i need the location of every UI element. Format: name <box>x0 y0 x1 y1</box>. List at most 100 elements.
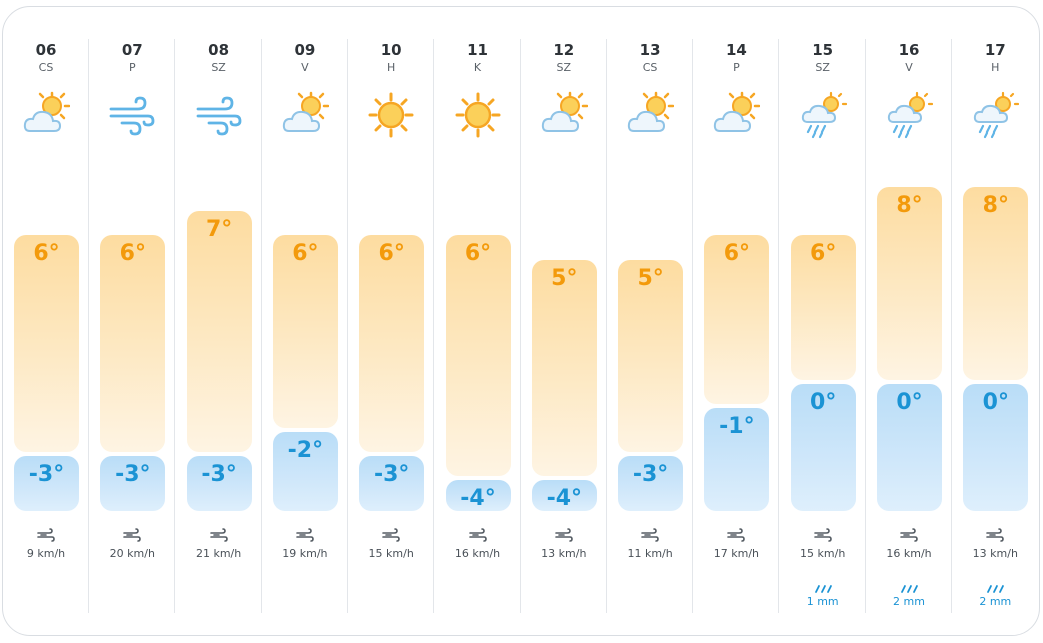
column-divider <box>433 39 435 613</box>
day-weekday: V <box>301 61 309 74</box>
max-temp-label: 6° <box>378 241 405 267</box>
day-column[interactable]: 10 H 6° -3° 15 km/h <box>348 39 435 613</box>
wind-speed: 9 km/h <box>26 547 66 560</box>
min-temp-label: -3° <box>373 462 410 488</box>
partly-cloudy-sun-icon <box>626 91 675 139</box>
max-temp-label: 5° <box>551 265 578 291</box>
wind-icon <box>986 527 1005 542</box>
day-column[interactable]: 12 SZ 5° -4° 13 km/h <box>521 39 607 613</box>
min-temp-bar: -3° <box>186 456 252 511</box>
min-temp-label: -3° <box>632 462 669 488</box>
wind-speed: 17 km/h <box>713 547 760 560</box>
max-temp-bar: 6° <box>359 235 425 453</box>
min-temp-label: 0° <box>982 389 1009 415</box>
max-temp-bar: 5° <box>618 259 684 453</box>
max-temp-bar: 6° <box>445 235 511 477</box>
max-temp-label: 6° <box>464 241 492 267</box>
partly-cloudy-sun-icon <box>22 91 71 139</box>
wind-speed: 15 km/h <box>800 547 846 560</box>
min-temp-label: -4° <box>460 486 496 512</box>
column-divider <box>174 39 176 613</box>
min-temp-label: -2° <box>287 438 324 463</box>
rain-icon <box>813 579 833 593</box>
day-weekday: V <box>905 61 913 74</box>
max-temp-bar: 8° <box>963 187 1029 380</box>
min-temp-bar: -3° <box>14 456 79 511</box>
wind-speed: 13 km/h <box>541 547 587 560</box>
column-divider <box>88 39 89 613</box>
forecast-card: 06 CS 6° -3° 9 km/h 07 P <box>2 6 1040 636</box>
day-weekday: P <box>733 61 740 74</box>
day-column[interactable]: 16 V 8° 0° 16 km/h 2 mm <box>866 39 952 613</box>
column-divider <box>260 39 262 613</box>
day-column[interactable]: 13 CS 5° -3° 11 km/h <box>607 39 694 613</box>
day-date: 16 <box>898 41 920 59</box>
column-divider <box>951 39 952 613</box>
max-temp-label: 6° <box>723 241 751 267</box>
wind-icon <box>813 527 832 542</box>
column-divider <box>692 39 694 613</box>
wind-speed: 21 km/h <box>195 547 242 560</box>
day-column[interactable]: 11 K 6° -4° 16 km/h <box>435 39 521 613</box>
day-column[interactable]: 08 SZ 7° -3° 21 km/h <box>176 39 262 613</box>
column-divider <box>346 39 348 613</box>
precipitation-amount: 2 mm <box>979 595 1012 608</box>
wind-icon <box>37 527 55 542</box>
day-column[interactable]: 15 SZ 6° 0° 15 km/h 1 mm <box>780 39 866 613</box>
day-date: 09 <box>294 41 316 59</box>
day-date: 14 <box>725 41 747 59</box>
min-temp-bar: 0° <box>790 383 856 511</box>
day-date: 08 <box>208 41 230 59</box>
day-weekday: CS <box>642 61 658 74</box>
partly-cloudy-sun-icon <box>281 91 330 139</box>
max-temp-bar: 6° <box>790 235 856 380</box>
sun-icon <box>454 91 502 139</box>
max-temp-bar: 7° <box>186 211 252 453</box>
day-weekday: H <box>387 61 396 74</box>
partly-cloudy-sun-icon <box>540 91 589 139</box>
min-temp-bar: 0° <box>963 383 1029 511</box>
day-date: 15 <box>812 41 834 59</box>
max-temp-label: 7° <box>205 217 233 243</box>
day-weekday: CS <box>38 61 54 74</box>
precipitation-amount: 2 mm <box>893 595 925 608</box>
wind-icon <box>382 527 400 542</box>
column-divider <box>864 39 866 613</box>
rain-icon <box>899 579 919 593</box>
day-date: 17 <box>984 41 1006 59</box>
max-temp-bar: 6° <box>272 235 338 428</box>
day-date: 12 <box>553 41 575 59</box>
column-divider <box>519 39 521 613</box>
max-temp-label: 5° <box>637 265 664 291</box>
wind-icon <box>195 91 243 139</box>
day-column[interactable]: 17 H 8° 0° 13 km/h 2 mm <box>952 39 1038 613</box>
wind-icon <box>209 527 228 542</box>
day-column[interactable]: 14 P 6° -1° 17 km/h <box>693 39 780 613</box>
wind-speed: 19 km/h <box>282 547 328 560</box>
day-weekday: SZ <box>211 61 226 74</box>
day-weekday: SZ <box>556 61 572 74</box>
day-weekday: K <box>473 61 482 74</box>
min-temp-bar: -3° <box>359 456 425 511</box>
min-temp-bar: 0° <box>877 383 942 511</box>
day-column[interactable]: 09 V 6° -2° 19 km/h <box>262 39 348 613</box>
max-temp-label: 8° <box>982 193 1009 218</box>
wind-speed: 13 km/h <box>972 547 1018 560</box>
rain-sun-icon <box>971 91 1020 139</box>
min-temp-label: -3° <box>115 462 151 488</box>
max-temp-bar: 8° <box>877 187 942 380</box>
sun-icon <box>367 91 415 139</box>
day-column[interactable]: 06 CS 6° -3° 9 km/h <box>3 39 89 613</box>
max-temp-label: 6° <box>810 241 837 267</box>
min-temp-bar: -3° <box>618 456 684 511</box>
min-temp-bar: -4° <box>531 480 597 511</box>
day-column[interactable]: 07 P 6° -3° 20 km/h <box>89 39 176 613</box>
wind-speed: 20 km/h <box>109 547 155 560</box>
rain-sun-icon <box>885 91 934 139</box>
max-temp-label: 6° <box>119 241 146 267</box>
min-temp-label: -3° <box>28 462 65 488</box>
partly-cloudy-sun-icon <box>712 91 761 139</box>
min-temp-bar: -2° <box>272 432 338 511</box>
max-temp-bar: 5° <box>531 259 597 477</box>
day-date: 06 <box>35 41 57 59</box>
